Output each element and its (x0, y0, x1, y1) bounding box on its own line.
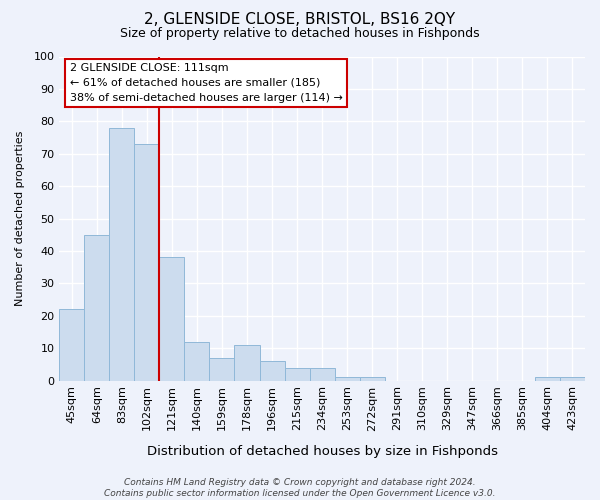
Bar (59, 310, 84, 380)
Bar (335, 378, 359, 380)
Text: Contains HM Land Registry data © Crown copyright and database right 2024.
Contai: Contains HM Land Registry data © Crown c… (104, 478, 496, 498)
Bar (535, 378, 560, 380)
X-axis label: Distribution of detached houses by size in Fishponds: Distribution of detached houses by size … (146, 444, 497, 458)
Bar (235, 345, 260, 380)
Bar (134, 144, 160, 380)
Text: Size of property relative to detached houses in Fishponds: Size of property relative to detached ho… (120, 28, 480, 40)
Text: 2, GLENSIDE CLOSE, BRISTOL, BS16 2QY: 2, GLENSIDE CLOSE, BRISTOL, BS16 2QY (145, 12, 455, 28)
Bar (310, 368, 335, 380)
Bar (160, 258, 184, 380)
Bar (260, 361, 284, 380)
Bar (184, 342, 209, 380)
Bar (284, 368, 310, 380)
Bar (109, 128, 134, 380)
Bar (209, 358, 235, 380)
Bar (359, 378, 385, 380)
Bar (560, 378, 585, 380)
Bar (84, 235, 109, 380)
Text: 2 GLENSIDE CLOSE: 111sqm
← 61% of detached houses are smaller (185)
38% of semi-: 2 GLENSIDE CLOSE: 111sqm ← 61% of detach… (70, 63, 343, 102)
Y-axis label: Number of detached properties: Number of detached properties (15, 131, 25, 306)
